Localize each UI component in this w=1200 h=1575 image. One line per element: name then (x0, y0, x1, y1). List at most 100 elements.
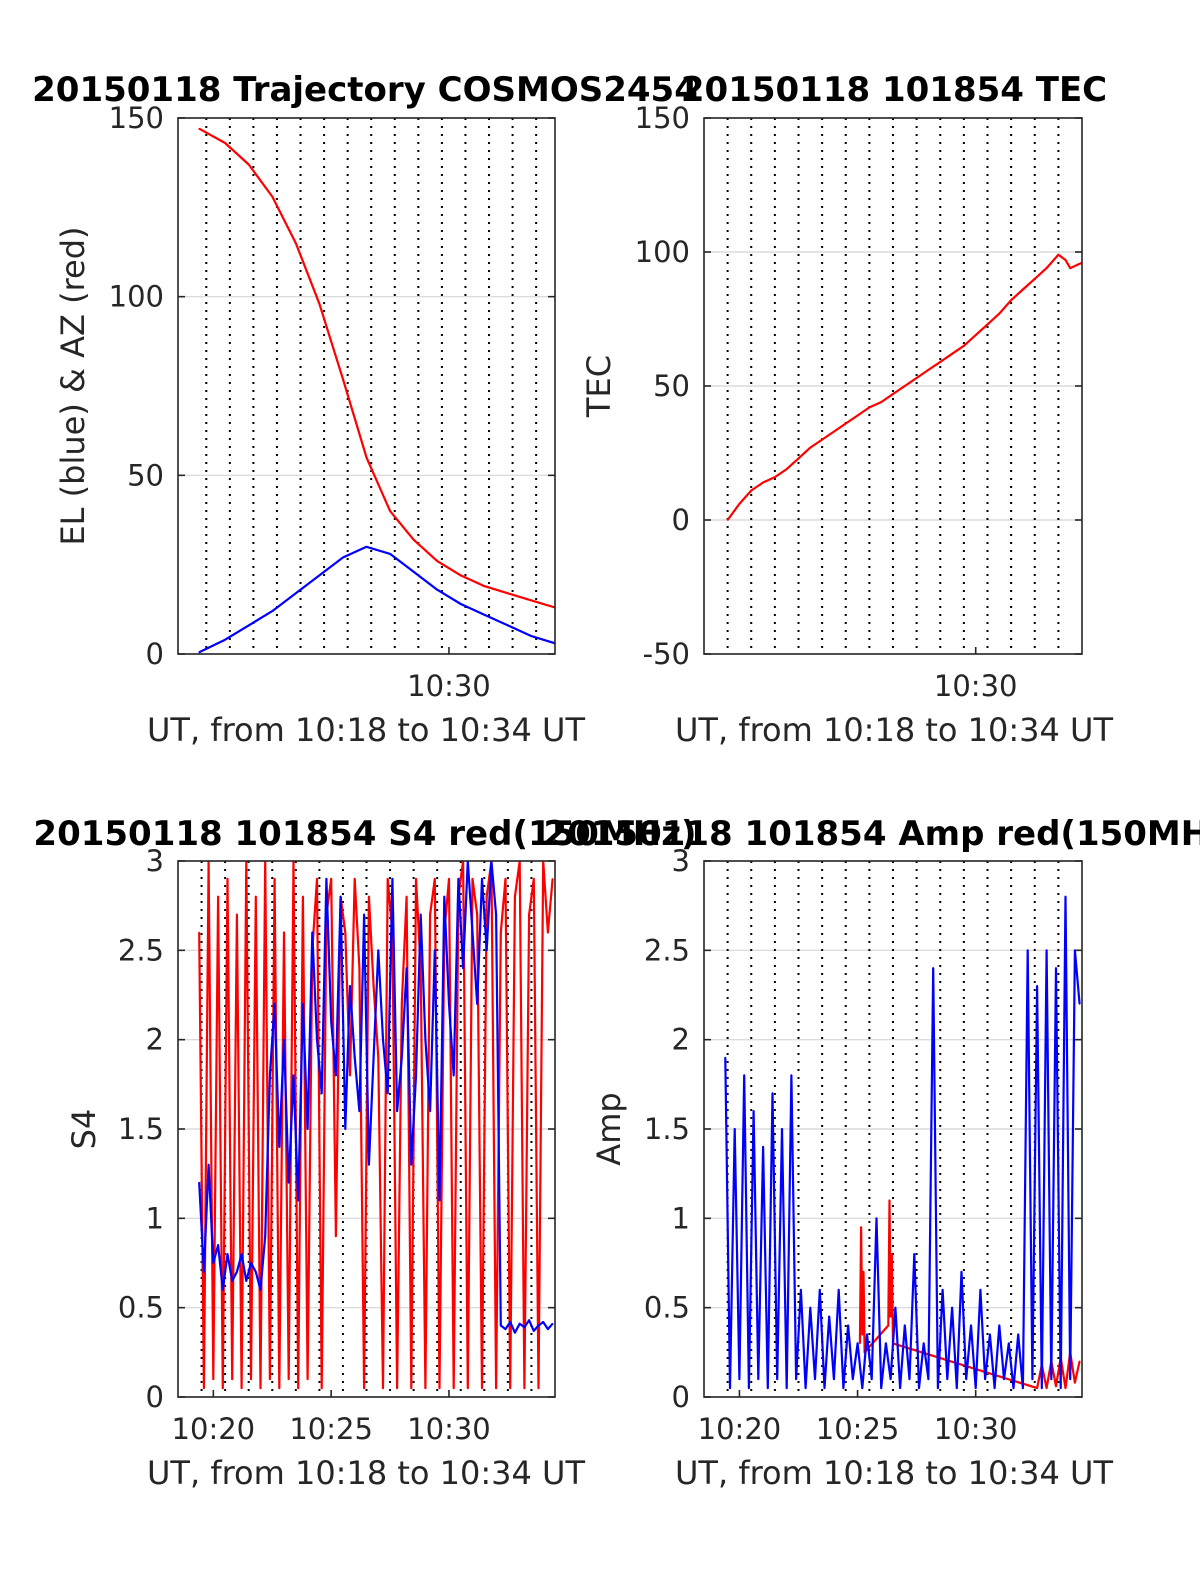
panel-amp: 20150118 101854 Amp red(150MHz) 0 0.5 1 1.5… (543, 814, 1200, 1492)
y-tick-label: 0.5 (118, 1291, 164, 1325)
data-point (860, 1226, 862, 1229)
data-point (939, 361, 942, 363)
x-axis-label: UT, from 10:18 to 10:34 UT (147, 1454, 585, 1492)
data-point (247, 163, 250, 166)
data-point (1055, 967, 1057, 969)
data-point (875, 1217, 878, 1220)
series-line-1 (198, 861, 554, 1334)
data-point (833, 430, 835, 433)
y-tick-label: 50 (127, 458, 164, 492)
data-point (410, 1163, 413, 1166)
data-point (866, 1333, 868, 1336)
data-point (368, 1163, 370, 1166)
data-point (436, 560, 438, 562)
data-point (927, 1378, 930, 1380)
data-point (797, 457, 800, 460)
data-point (750, 489, 753, 492)
data-point (236, 913, 238, 916)
data-point (358, 967, 361, 969)
series-line-1 (198, 545, 555, 654)
data-point (814, 1378, 816, 1380)
data-point (800, 1289, 802, 1291)
data-point (297, 1199, 299, 1202)
data-point (766, 1387, 769, 1389)
data-point (507, 624, 509, 627)
y-tick-label: 0.5 (644, 1291, 690, 1325)
data-point (302, 1003, 304, 1005)
data-point (287, 1378, 290, 1380)
data-point (795, 1378, 797, 1380)
data-point (887, 1324, 890, 1327)
data-point (1045, 1387, 1048, 1389)
data-point (844, 422, 847, 425)
data-point (752, 1110, 755, 1112)
data-point (344, 931, 347, 934)
data-point (532, 878, 535, 880)
y-tick-label: 100 (109, 280, 164, 314)
data-point (1045, 267, 1048, 269)
data-point (963, 345, 965, 347)
panel-tec: 20150118 101854 TEC -50 0 50 100 150 10:30 UT… (580, 70, 1113, 749)
data-point (231, 1280, 233, 1282)
data-point (278, 1146, 281, 1148)
data-point (358, 1110, 361, 1112)
data-point (485, 949, 488, 952)
data-point (353, 878, 356, 880)
data-point (401, 1056, 403, 1059)
chart-title: 20150118 101854 TEC (681, 70, 1107, 110)
data-point (429, 1110, 431, 1112)
data-point (495, 1387, 497, 1389)
plot-area: 0 0.5 1 1.5 2 2.5 3 10:20 10:25 10:30 (118, 844, 556, 1446)
data-point (231, 1378, 233, 1380)
data-point (724, 1056, 727, 1059)
data-point (762, 481, 764, 484)
x-tick-label: 10:30 (407, 669, 491, 703)
data-point (342, 378, 344, 380)
data-point (790, 1074, 793, 1077)
data-point (386, 878, 389, 880)
x-axis-label: UT, from 10:18 to 10:34 UT (147, 711, 585, 749)
data-point (372, 1056, 375, 1059)
data-point (837, 1289, 840, 1291)
data-point (974, 334, 977, 336)
data-point (547, 931, 549, 934)
data-point (908, 1378, 911, 1380)
data-point (1036, 1387, 1038, 1389)
data-point (368, 895, 370, 898)
data-point (452, 1387, 455, 1389)
data-point (405, 895, 408, 898)
axes-frame (177, 117, 556, 655)
data-point (537, 1387, 540, 1389)
data-point (295, 592, 297, 595)
data-point (960, 1271, 963, 1273)
data-point (1041, 1387, 1043, 1389)
data-point (297, 1387, 299, 1389)
data-point (481, 1387, 483, 1389)
data-point (989, 1333, 991, 1336)
data-point (372, 985, 375, 987)
data-point (500, 1324, 502, 1327)
data-point (240, 1253, 243, 1255)
y-axis-label: Amp (590, 1092, 628, 1165)
y-tick-label: 2 (146, 1023, 164, 1057)
data-point (726, 519, 729, 521)
data-point (353, 1056, 356, 1059)
data-point (481, 878, 483, 880)
x-tick-label: 10:25 (289, 1412, 373, 1446)
data-point (951, 353, 953, 355)
data-point (412, 571, 415, 573)
y-axis-label: S4 (65, 1109, 103, 1150)
axes-frame (177, 860, 556, 1398)
data-point (1078, 1360, 1081, 1363)
data-point (859, 1342, 861, 1345)
data-point (259, 1387, 262, 1389)
data-point (1059, 1387, 1062, 1389)
data-point (785, 1387, 788, 1389)
data-point (504, 878, 507, 880)
data-point (377, 1056, 380, 1059)
data-point (757, 1378, 760, 1380)
data-point (551, 1322, 554, 1325)
data-point (339, 895, 342, 898)
data-point (424, 1387, 427, 1389)
data-point (894, 1306, 897, 1309)
